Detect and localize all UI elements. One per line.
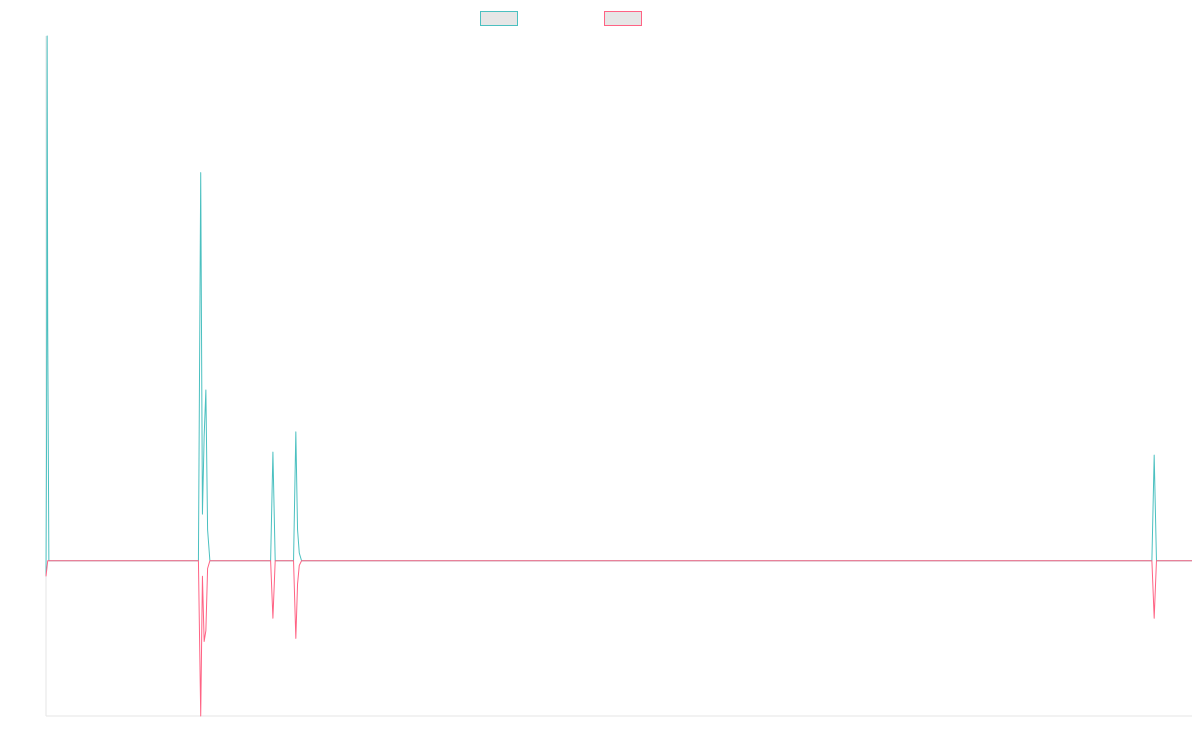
series-line-1 [45, 35, 1192, 577]
legend [0, 9, 1200, 27]
legend-item-series-1[interactable] [480, 9, 524, 27]
series-line-2 [45, 560, 1192, 717]
legend-item-series-2[interactable] [604, 9, 648, 27]
legend-swatch-series-1 [480, 10, 518, 26]
legend-swatch-series-2 [604, 10, 642, 26]
